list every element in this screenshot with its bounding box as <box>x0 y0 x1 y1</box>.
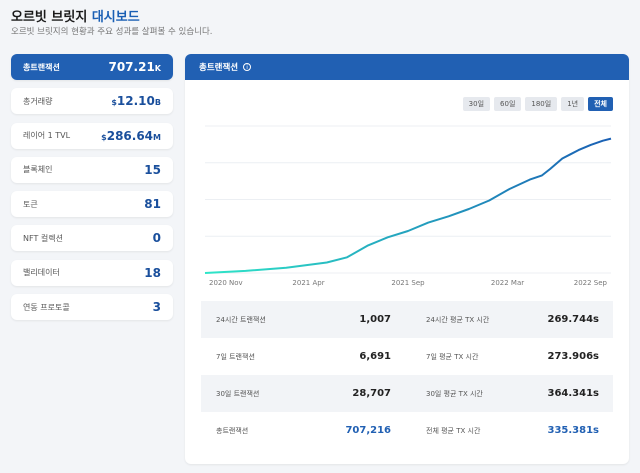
stat-label: 7일 평균 TX 시간 <box>426 352 479 361</box>
metric-value: 707.21K <box>108 60 161 74</box>
range-30d-button[interactable]: 30일 <box>462 97 491 111</box>
transactions-line-chart: 2020 Nov 2021 Apr 2021 Sep 2022 Mar 2022 Sep <box>204 125 612 287</box>
stat-value: 6,691 <box>359 351 391 362</box>
chart-panel-title: 총트랜잭션 <box>199 63 239 73</box>
stat-label: 전체 평균 TX 시간 <box>426 426 481 435</box>
metrics-sidebar: 총트랜잭션 707.21K 총거래량 $12.10B 레이어 1 TVL $28… <box>11 54 173 328</box>
stat-label: 24시간 트랜잭션 <box>216 315 266 324</box>
metric-value: 15 <box>144 162 161 177</box>
page-title-main: 오르빗 브릿지 <box>11 10 92 25</box>
metric-label: 총트랜잭션 <box>23 62 60 72</box>
stat-value: 28,707 <box>352 388 391 399</box>
range-selector: 30일 60일 180일 1년 전체 <box>462 97 613 111</box>
metric-card-blockchains[interactable]: 블록체인 15 <box>11 156 173 183</box>
range-60d-button[interactable]: 60일 <box>494 97 522 111</box>
stat-value: 707,216 <box>345 425 391 436</box>
metric-value: $12.10B <box>111 94 161 109</box>
stat-label: 총트랜잭션 <box>216 426 249 435</box>
stat-value: 1,007 <box>359 314 391 325</box>
metric-label: 블록체인 <box>23 165 53 175</box>
stat-label: 30일 트랜잭션 <box>216 389 260 398</box>
x-tick-label: 2020 Nov <box>209 279 243 287</box>
metric-label: 레이어 1 TVL <box>23 131 71 141</box>
range-1y-button[interactable]: 1년 <box>561 97 585 111</box>
page-subtitle: 오르빗 브릿지의 현황과 주요 성과를 살펴볼 수 있습니다. <box>11 27 213 37</box>
stat-label: 7일 트랜잭션 <box>216 352 255 361</box>
metric-card-total-volume[interactable]: 총거래량 $12.10B <box>11 88 173 115</box>
metric-card-tokens[interactable]: 토큰 81 <box>11 191 173 218</box>
stat-label: 30일 평균 TX 시간 <box>426 389 483 398</box>
metric-value: 3 <box>152 300 161 315</box>
metric-value: $286.64M <box>101 128 161 143</box>
stat-value: 364.341s <box>547 388 600 399</box>
stats-row: 7일 트랜잭션 6,691 7일 평균 TX 시간 273.906s <box>201 338 613 375</box>
metric-card-validators[interactable]: 밸리데이터 18 <box>11 259 173 286</box>
stats-row: 30일 트랜잭션 28,707 30일 평균 TX 시간 364.341s <box>201 375 613 412</box>
metric-label: 토큰 <box>23 199 38 209</box>
metric-card-total-transactions[interactable]: 총트랜잭션 707.21K <box>11 54 173 80</box>
metric-value: 81 <box>144 197 161 212</box>
metric-label: NFT 컬렉션 <box>23 233 63 243</box>
chart-panel-header: 총트랜잭션 i <box>185 54 629 80</box>
info-icon[interactable]: i <box>243 63 252 71</box>
stats-row: 24시간 트랜잭션 1,007 24시간 평균 TX 시간 269.744s <box>201 301 613 338</box>
stats-table: 24시간 트랜잭션 1,007 24시간 평균 TX 시간 269.744s 7일 … <box>201 301 613 449</box>
metric-value: 18 <box>144 265 161 280</box>
x-tick-label: 2021 Apr <box>292 279 324 287</box>
metric-card-layer1-tvl[interactable]: 레이어 1 TVL $286.64M <box>11 122 173 149</box>
metric-value: 0 <box>152 231 161 246</box>
stats-row: 총트랜잭션 707,216 전체 평균 TX 시간 335.381s <box>201 412 613 449</box>
stat-value: 269.744s <box>547 314 600 325</box>
metric-label: 밸리데이터 <box>23 268 60 278</box>
page-title: 오르빗 브릿지 대시보드 <box>11 6 140 25</box>
x-tick-label: 2022 Sep <box>574 279 608 287</box>
range-180d-button[interactable]: 180일 <box>525 97 558 111</box>
x-tick-label: 2021 Sep <box>391 279 425 287</box>
stat-value: 335.381s <box>547 425 600 436</box>
metric-card-protocols[interactable]: 연동 프로토콜 3 <box>11 294 173 321</box>
metric-label: 총거래량 <box>23 96 53 106</box>
series-line <box>204 137 612 274</box>
chart-panel: 총트랜잭션 i 30일 60일 180일 1년 전체 2020 Nov 2021 … <box>185 54 629 464</box>
x-tick-label: 2022 Mar <box>491 279 524 287</box>
metric-label: 연동 프로토콜 <box>23 302 70 312</box>
stat-value: 273.906s <box>547 351 600 362</box>
metric-card-nft-collections[interactable]: NFT 컬렉션 0 <box>11 225 173 252</box>
range-all-button[interactable]: 전체 <box>588 97 613 111</box>
stat-label: 24시간 평균 TX 시간 <box>426 315 490 324</box>
page-title-accent: 대시보드 <box>91 10 140 25</box>
